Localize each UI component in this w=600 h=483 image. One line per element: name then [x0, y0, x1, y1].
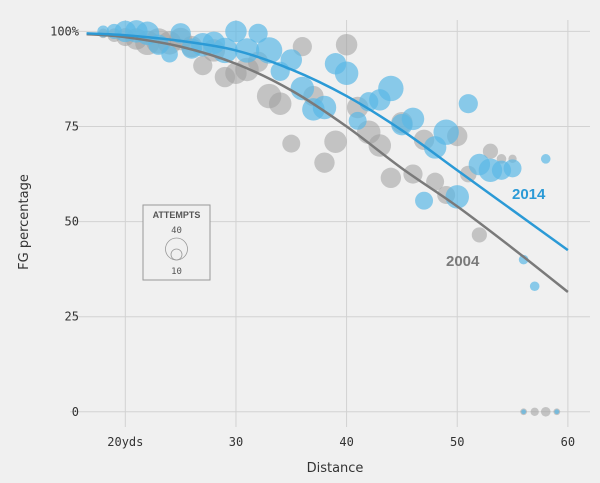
- point-2014-58yds: [540, 154, 551, 164]
- tick-labels: 20yds 30 40 50 60 0 25 50 75 100%: [50, 24, 575, 449]
- x-tick-label-60: 60: [561, 435, 575, 449]
- y-axis-title: FG percentage: [17, 174, 32, 270]
- point-2014-57yds: [529, 281, 540, 292]
- point-2014-24yds: [161, 45, 178, 63]
- point-2014-32yds: [248, 23, 268, 43]
- point-2014-38yds: [312, 95, 337, 120]
- point-2004-44yds: [380, 167, 402, 189]
- legend-box: [142, 204, 211, 281]
- point-2004-39yds: [324, 130, 347, 153]
- legend-label-10: 10: [171, 267, 182, 277]
- legend-label-40: 40: [171, 226, 182, 236]
- point-2004-38yds: [314, 152, 335, 173]
- point-2014-47yds: [415, 191, 434, 210]
- point-2004-58yds: [540, 406, 551, 417]
- trend-lines: [86, 32, 569, 293]
- point-2004-35yds: [282, 134, 301, 153]
- point-2014-44yds: [378, 75, 404, 102]
- x-tick-label-40: 40: [339, 435, 353, 449]
- y-tick-label-0: 0: [72, 405, 79, 419]
- trend-line-2004: [86, 32, 569, 293]
- legend-circle-10: [170, 248, 183, 261]
- point-2004-27yds: [193, 56, 213, 76]
- x-tick-label-30: 30: [229, 435, 243, 449]
- point-2004-43yds: [368, 134, 392, 157]
- x-tick-label-20: 20yds: [107, 435, 143, 449]
- point-2004-53yds: [482, 143, 499, 159]
- trend-line-2014: [86, 32, 569, 252]
- point-2014-49yds: [433, 119, 459, 145]
- point-2014-35yds: [280, 49, 303, 71]
- y-tick-label-25: 25: [65, 310, 79, 324]
- y-tick-label-100: 100%: [50, 24, 80, 38]
- point-2004-48yds: [426, 172, 445, 191]
- point-2014-33yds: [256, 37, 283, 64]
- point-2014-25yds: [170, 23, 191, 44]
- point-2014-46yds: [401, 107, 425, 131]
- point-2004-40yds: [335, 33, 358, 56]
- point-2014-30yds: [225, 20, 247, 43]
- x-tick-label-50: 50: [450, 435, 464, 449]
- points-2014: [97, 20, 560, 415]
- point-2014-59yds: [554, 409, 560, 415]
- point-2014-56yds: [521, 409, 527, 415]
- point-2014-41yds: [348, 111, 367, 130]
- legend-title: ATTEMPTS: [153, 210, 201, 220]
- point-2014-40yds: [334, 61, 359, 86]
- series-label-2014: 2014: [512, 186, 546, 203]
- point-2004-57yds: [530, 407, 539, 416]
- point-2014-55yds: [503, 159, 522, 178]
- point-2004-34yds: [268, 92, 292, 115]
- y-tick-label-50: 50: [65, 215, 79, 229]
- point-2004-52yds: [471, 227, 487, 243]
- y-tick-label-75: 75: [65, 120, 79, 134]
- attempts-legend: ATTEMPTS 40 10: [142, 204, 211, 281]
- series-label-2004: 2004: [446, 253, 480, 270]
- point-2014-51yds: [458, 94, 478, 114]
- x-axis-title: Distance: [307, 461, 364, 476]
